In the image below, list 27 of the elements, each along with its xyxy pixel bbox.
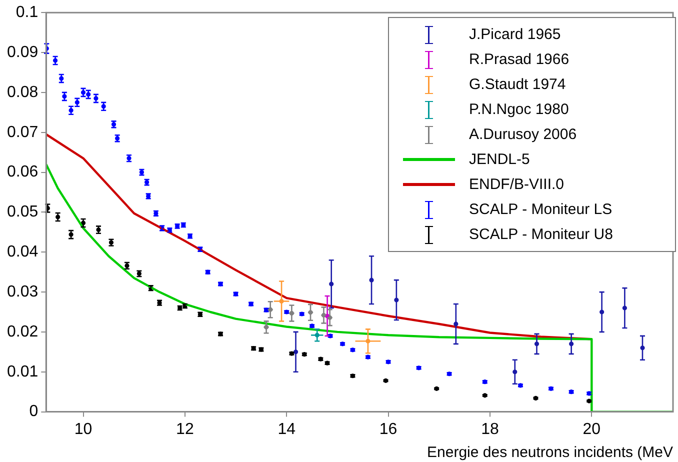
y-tick-label: 0.07 <box>7 124 38 141</box>
legend-label: JENDL-5 <box>469 151 530 168</box>
y-tick-label: 0.02 <box>7 323 38 340</box>
y-tick-label: 0.04 <box>7 244 38 261</box>
y-tick-label: 0.05 <box>7 204 38 221</box>
x-axis-title: Energie des neutrons incidents (MeV <box>427 444 673 462</box>
legend-label: J.Picard 1965 <box>469 26 561 43</box>
x-tick-label: 14 <box>278 420 296 438</box>
x-tick-label: 20 <box>582 420 601 438</box>
y-tick-label: 0.1 <box>16 4 38 22</box>
legend-label: P.N.Ngoc 1980 <box>469 101 569 118</box>
legend-label: G.Staudt 1974 <box>469 76 566 93</box>
x-tick-label: 12 <box>176 420 194 438</box>
x-tick-label: 16 <box>379 420 398 438</box>
y-tick-label: 0.09 <box>7 44 38 61</box>
y-tick-label: 0.08 <box>7 84 38 101</box>
legend-label: ENDF/B-VIII.0 <box>469 176 564 193</box>
y-tick-label: 0 <box>29 403 38 420</box>
y-tick-label: 0.03 <box>7 283 38 300</box>
y-tick-label: 0.06 <box>7 164 38 181</box>
legend-label: R.Prasad 1966 <box>469 51 570 68</box>
x-tick-label: 10 <box>74 420 92 438</box>
x-tick-label: 18 <box>481 420 499 438</box>
legend-label: SCALP - Moniteur LS <box>469 201 612 218</box>
legend-label: SCALP - Moniteur U8 <box>469 226 613 243</box>
y-tick-label: 0.01 <box>7 363 38 380</box>
legend-label: A.Durusoy 2006 <box>469 126 577 143</box>
